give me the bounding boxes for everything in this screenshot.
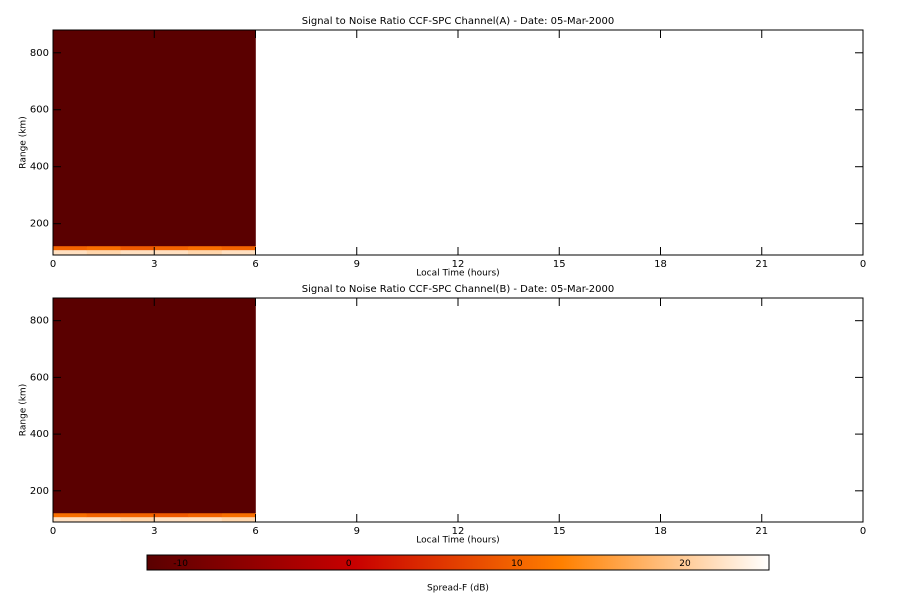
heatmap-cell <box>154 516 189 523</box>
heatmap-cell <box>53 512 88 518</box>
y-tick-label: 400 <box>30 162 49 173</box>
heatmap-cell <box>221 30 256 247</box>
heatmap-cell <box>221 516 256 523</box>
x-tick-label: 9 <box>354 259 360 270</box>
heatmap-cell <box>120 516 155 523</box>
heatmap-cell <box>53 30 88 247</box>
heatmap-cell <box>120 30 155 247</box>
x-tick-label: 15 <box>553 526 566 537</box>
heatmap-cell <box>221 298 256 514</box>
heatmap-cell <box>86 249 121 256</box>
heatmap-cell <box>120 249 155 256</box>
x-axis-label: Local Time (hours) <box>416 536 499 546</box>
heatmap-cell <box>154 512 189 518</box>
heatmap-cell <box>154 298 189 514</box>
heatmap-cell <box>221 245 256 251</box>
x-tick-label: 3 <box>151 526 157 537</box>
x-tick-label: 3 <box>151 259 157 270</box>
y-tick-label: 200 <box>30 486 49 497</box>
colorbar-tick-label: -10 <box>173 559 188 569</box>
x-tick-label: 18 <box>654 259 667 270</box>
heatmap-cell <box>221 512 256 518</box>
x-tick-label: 21 <box>755 526 768 537</box>
x-tick-label: 21 <box>755 259 768 270</box>
heatmap-cell <box>221 249 256 256</box>
heatmap-cell <box>188 298 223 514</box>
colorbar <box>146 554 770 571</box>
colorbar-tick-label: 0 <box>346 559 352 569</box>
heatmap-cell <box>86 298 121 514</box>
heatmap-cell <box>86 245 121 251</box>
heatmap-cell <box>86 512 121 518</box>
x-tick-label: 0 <box>860 259 866 270</box>
heatmap-cell <box>120 245 155 251</box>
y-tick-label: 800 <box>30 316 49 327</box>
heatmap-cell <box>53 516 88 523</box>
y-tick-label: 600 <box>30 105 49 116</box>
heatmap-cell <box>53 245 88 251</box>
x-tick-label: 9 <box>354 526 360 537</box>
x-axis-label: Local Time (hours) <box>416 269 499 279</box>
heatmap-cell <box>188 245 223 251</box>
x-tick-label: 12 <box>452 259 465 270</box>
y-tick-label: 400 <box>30 429 49 440</box>
y-axis-label: Range (km) <box>19 384 29 436</box>
y-tick-label: 200 <box>30 219 49 230</box>
heatmap-cell <box>53 249 88 256</box>
heatmap-cell <box>53 298 88 514</box>
x-tick-label: 6 <box>252 526 258 537</box>
heatmap-cell <box>120 298 155 514</box>
heatmap-cell <box>188 512 223 518</box>
heatmap-cell <box>188 30 223 247</box>
x-tick-label: 6 <box>252 259 258 270</box>
x-tick-label: 18 <box>654 526 667 537</box>
heatmap-cell <box>154 249 189 256</box>
x-tick-label: 0 <box>50 526 56 537</box>
colorbar-tick-label: 10 <box>511 559 523 569</box>
heatmap-cell <box>154 245 189 251</box>
x-tick-label: 0 <box>860 526 866 537</box>
y-axis-label: Range (km) <box>19 116 29 168</box>
heatmap-cell <box>188 249 223 256</box>
colorbar-label: Spread-F (dB) <box>427 584 489 594</box>
colorbar-tick-label: 20 <box>679 559 691 569</box>
x-tick-label: 12 <box>452 526 465 537</box>
x-tick-label: 0 <box>50 259 56 270</box>
heatmap-cell <box>120 512 155 518</box>
chart-title: Signal to Noise Ratio CCF-SPC Channel(B)… <box>302 284 615 295</box>
y-tick-label: 800 <box>30 48 49 59</box>
chart-title: Signal to Noise Ratio CCF-SPC Channel(A)… <box>302 16 614 27</box>
x-tick-label: 15 <box>553 259 566 270</box>
heatmap-cell <box>188 516 223 523</box>
heatmap-cell <box>86 516 121 523</box>
heatmap-cell <box>86 30 121 247</box>
y-tick-label: 600 <box>30 372 49 383</box>
heatmap-cell <box>154 30 189 247</box>
